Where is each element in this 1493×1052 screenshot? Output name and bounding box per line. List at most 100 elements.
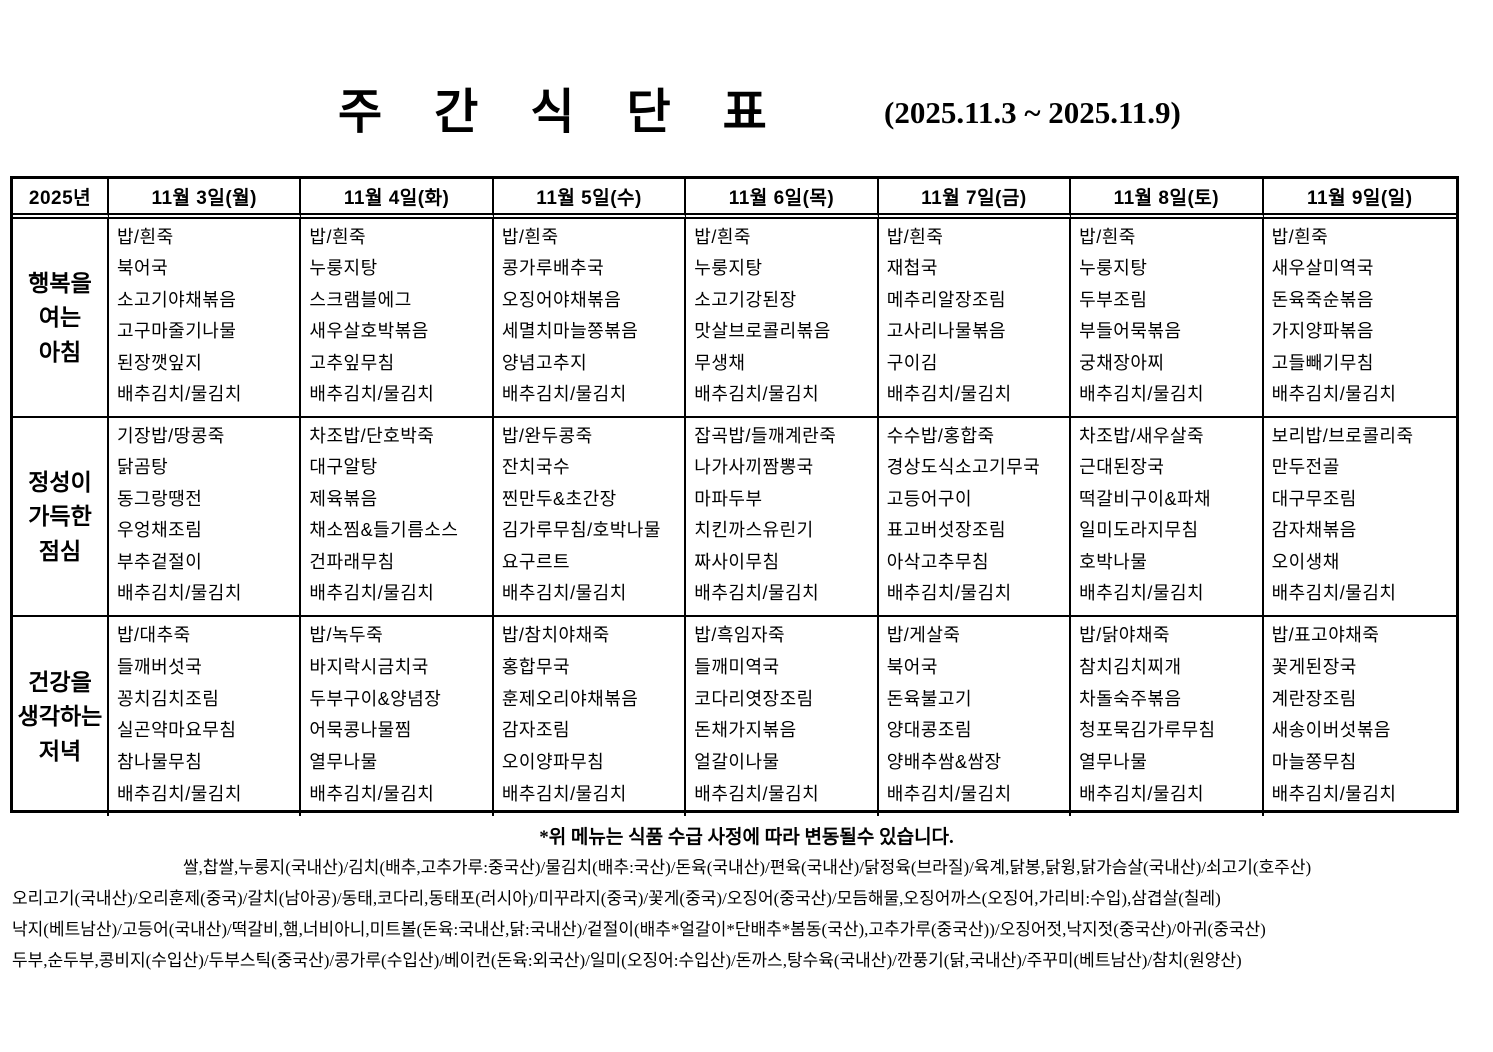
menu-cell: 기장밥/땅콩죽 닭곰탕 동그랑땡전 우엉채조림 부추겉절이 배추김치/물김치: [109, 418, 302, 617]
menu-item: 훈제오리야채볶음: [501, 688, 639, 709]
menu-item: 배추김치/물김치: [501, 783, 627, 804]
menu-item: 밥/완두콩죽: [501, 426, 593, 446]
menu-item: 우엉채조림: [117, 520, 203, 541]
menu-item: 밥/흰죽: [309, 227, 367, 247]
menu-item: 세멸치마늘쫑볶음: [501, 321, 639, 342]
menu-item: 양념고추지: [501, 352, 588, 373]
menu-item: 두부조림: [1079, 289, 1148, 310]
menu-cell: 밥/닭야채죽 참치김치찌개 차돌숙주볶음 청포묵김가루무침 열무나물 배추김치/물김치: [1071, 617, 1264, 816]
menu-cell: 밥/흑임자죽 들깨미역국 코다리엿장조림 돈채가지볶음 얼갈이나물 배추김치/물김치: [686, 617, 879, 816]
menu-item: 배추김치/물김치: [1079, 783, 1205, 804]
day-header-cell: 11월 3일(월): [109, 179, 302, 219]
date-range: (2025.11.3 ~ 2025.11.9): [884, 95, 1181, 130]
menu-item: 바지락시금치국: [309, 656, 429, 677]
menu-item: 소고기강된장: [694, 289, 797, 310]
menu-item: 배추김치/물김치: [501, 582, 627, 603]
menu-item: 동그랑땡전: [117, 488, 203, 509]
menu-item: 감자조림: [501, 720, 571, 741]
menu-item: 오이생채: [1271, 551, 1340, 572]
menu-item: 실곤약마요무침: [117, 720, 237, 741]
menu-item: 열무나물: [1079, 752, 1148, 773]
menu-item: 배추김치/물김치: [309, 783, 435, 804]
menu-item: 배추김치/물김치: [1271, 783, 1397, 804]
menu-cell: 밥/녹두죽 바지락시금치국 두부구이&양념장 어묵콩나물찜 열무나물 배추김치/물김치: [301, 617, 494, 816]
menu-item: 고등어구이: [886, 488, 973, 509]
section-label-line: 아침: [38, 338, 82, 365]
menu-item: 마파두부: [694, 488, 763, 509]
menu-item: 돈육불고기: [886, 688, 973, 709]
menu-item: 오이양파무침: [501, 752, 605, 773]
menu-cell: 잡곡밥/들깨계란죽 나가사끼짬뽕국 마파두부 치킨까스유린기 짜사이무침 배추김치/물김치: [686, 418, 879, 617]
menu-item: 부들어묵볶음: [1079, 321, 1182, 342]
menu-item: 고들빼기무침: [1271, 352, 1374, 373]
menu-item: 스크램블에그: [309, 289, 412, 310]
menu-item: 북어국: [117, 258, 169, 279]
menu-item: 제육볶음: [309, 488, 378, 509]
menu-item: 표고버섯장조림: [886, 520, 1007, 541]
menu-item: 배추김치/물김치: [694, 383, 820, 404]
menu-item: 밥/흰죽: [886, 227, 944, 247]
menu-item: 참치김치찌개: [1079, 656, 1182, 677]
meal-section-label: 정성이 가득한 점심: [13, 418, 109, 617]
menu-item: 배추김치/물김치: [886, 783, 1012, 804]
menu-item: 기장밥/땅콩죽: [117, 426, 225, 446]
menu-item: 계란장조림: [1271, 688, 1357, 709]
menu-item: 들깨미역국: [694, 656, 780, 677]
menu-item: 돈육죽순볶음: [1271, 289, 1374, 310]
menu-item: 배추김치/물김치: [117, 783, 242, 804]
menu-item: 배추김치/물김치: [886, 383, 1012, 404]
menu-item: 오징어야채볶음: [501, 289, 622, 310]
menu-cell: 차조밥/새우살죽 근대된장국 떡갈비구이&파채 일미도라지무침 호박나물 배추김치/물김치: [1071, 418, 1264, 617]
menu-item: 밥/흰죽: [117, 227, 174, 247]
menu-item: 대구알탕: [309, 457, 378, 478]
menu-item: 양대콩조림: [886, 720, 973, 741]
menu-item: 밥/표고야채죽: [1271, 625, 1380, 645]
origin-line: 낙지(베트남산)/고등어(국내산)/떡갈비,햄,너비아니,미트볼(돈육:국내산,…: [12, 920, 1266, 939]
ingredient-origin-info: 쌀,찹쌀,누룽지(국내산)/김치(배추,고추가루:중국산)/물김치(배추:국산)…: [12, 852, 1482, 976]
menu-item: 짜사이무침: [694, 551, 780, 572]
menu-item: 경상도식소고기무국: [886, 457, 1041, 478]
menu-item: 고구마줄기나물: [117, 321, 237, 342]
menu-item: 배추김치/물김치: [117, 582, 242, 603]
section-label-line: 행복을: [28, 269, 92, 296]
year-header-cell: 2025년: [13, 179, 109, 219]
menu-item: 배추김치/물김치: [117, 383, 242, 404]
menu-item: 새우살호박볶음: [309, 321, 429, 342]
menu-item: 열무나물: [309, 752, 378, 773]
menu-item: 나가사끼짬뽕국: [694, 457, 814, 478]
menu-item: 새송이버섯볶음: [1271, 720, 1391, 741]
menu-item: 채소찜&들기름소스: [309, 520, 459, 541]
menu-item: 누룽지탕: [309, 258, 378, 279]
menu-item: 감자채볶음: [1271, 520, 1357, 541]
section-label-line: 저녁: [38, 737, 82, 764]
menu-item: 배추김치/물김치: [1271, 383, 1397, 404]
menu-item: 밥/흰죽: [1271, 227, 1329, 247]
menu-cell: 밥/완두콩죽 잔치국수 찐만두&초간장 김가루무침/호박나물 요구르트 배추김치/물김치: [493, 418, 687, 617]
menu-item: 밥/흰죽: [501, 227, 559, 247]
page-title: 주 간 식 단 표: [338, 86, 787, 139]
menu-item: 배추김치/물김치: [1079, 582, 1205, 603]
menu-item: 밥/흰죽: [694, 227, 751, 247]
menu-cell: 밥/참치야채죽 홍합무국 훈제오리야채볶음 감자조림 오이양파무침 배추김치/물김치: [494, 617, 687, 816]
menu-item: 밥/게살죽: [886, 625, 961, 645]
menu-item: 요구르트: [501, 551, 571, 572]
menu-item: 맛살브로콜리볶음: [694, 321, 831, 342]
menu-item: 보리밥/브로콜리죽: [1271, 426, 1414, 446]
origin-line: 오리고기(국내산)/오리훈제(중국)/갈치(남아공)/동태,코다리,동태포(러시…: [12, 889, 1221, 908]
menu-cell: 밥/흰죽 누룽지탕 소고기강된장 맛살브로콜리볶음 무생채 배추김치/물김치: [686, 219, 879, 418]
menu-item: 차조밥/단호박죽: [309, 426, 435, 446]
menu-item: 메추리알장조림: [886, 289, 1007, 310]
menu-item: 배추김치/물김치: [1271, 582, 1397, 603]
menu-cell: 보리밥/브로콜리죽 만두전골 대구무조림 감자채볶음 오이생채 배추김치/물김치: [1263, 418, 1456, 617]
menu-cell: 수수밥/홍합죽 경상도식소고기무국 고등어구이 표고버섯장조림 아삭고추무침 배추김치/물…: [878, 418, 1072, 617]
menu-item: 고사리나물볶음: [886, 321, 1007, 342]
menu-cell: 차조밥/단호박죽 대구알탕 제육볶음 채소찜&들기름소스 건파래무침 배추김치/물김치: [301, 418, 494, 617]
meal-section-label: 행복을 여는 아침: [13, 219, 109, 418]
menu-cell: 밥/흰죽 누룽지탕 스크램블에그 새우살호박볶음 고추잎무침 배추김치/물김치: [301, 219, 494, 418]
menu-item: 두부구이&양념장: [309, 688, 442, 709]
menu-item: 무생채: [694, 352, 746, 373]
menu-item: 배추김치/물김치: [309, 582, 435, 603]
menu-cell: 밥/대추죽 들깨버섯국 꽁치김치조림 실곤약마요무침 참나물무침 배추김치/물김치: [109, 617, 302, 816]
menu-item: 밥/흰죽: [1079, 227, 1136, 247]
menu-item: 떡갈비구이&파채: [1079, 488, 1212, 509]
